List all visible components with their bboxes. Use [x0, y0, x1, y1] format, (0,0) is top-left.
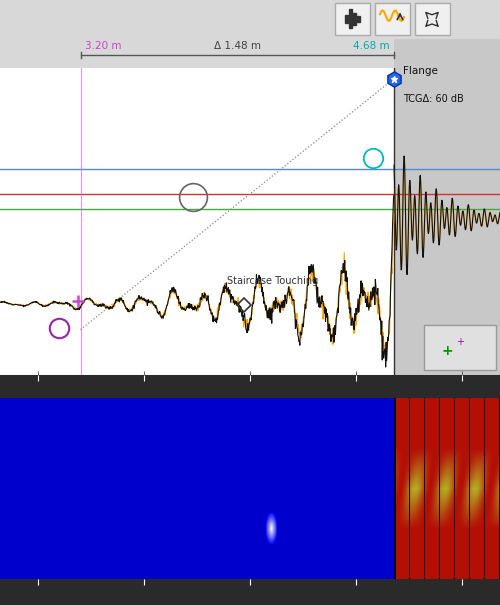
- FancyBboxPatch shape: [415, 3, 450, 34]
- Bar: [348, 10, 352, 28]
- Text: +: +: [441, 344, 453, 358]
- Text: Staircase Touching: Staircase Touching: [226, 276, 318, 286]
- Bar: [344, 15, 348, 23]
- Text: +: +: [456, 336, 464, 347]
- Text: 4.68 m: 4.68 m: [353, 41, 390, 51]
- Bar: [394, 68, 500, 374]
- Text: TCGΔ: 60 dB: TCGΔ: 60 dB: [402, 94, 464, 103]
- Bar: [352, 13, 356, 25]
- FancyBboxPatch shape: [335, 3, 370, 34]
- Bar: [356, 16, 360, 22]
- FancyBboxPatch shape: [424, 325, 496, 370]
- FancyBboxPatch shape: [375, 3, 410, 34]
- Bar: [394, 39, 500, 68]
- Text: Flange: Flange: [402, 65, 438, 76]
- Text: 3.20 m: 3.20 m: [84, 41, 121, 51]
- Text: Δ 1.48 m: Δ 1.48 m: [214, 41, 261, 51]
